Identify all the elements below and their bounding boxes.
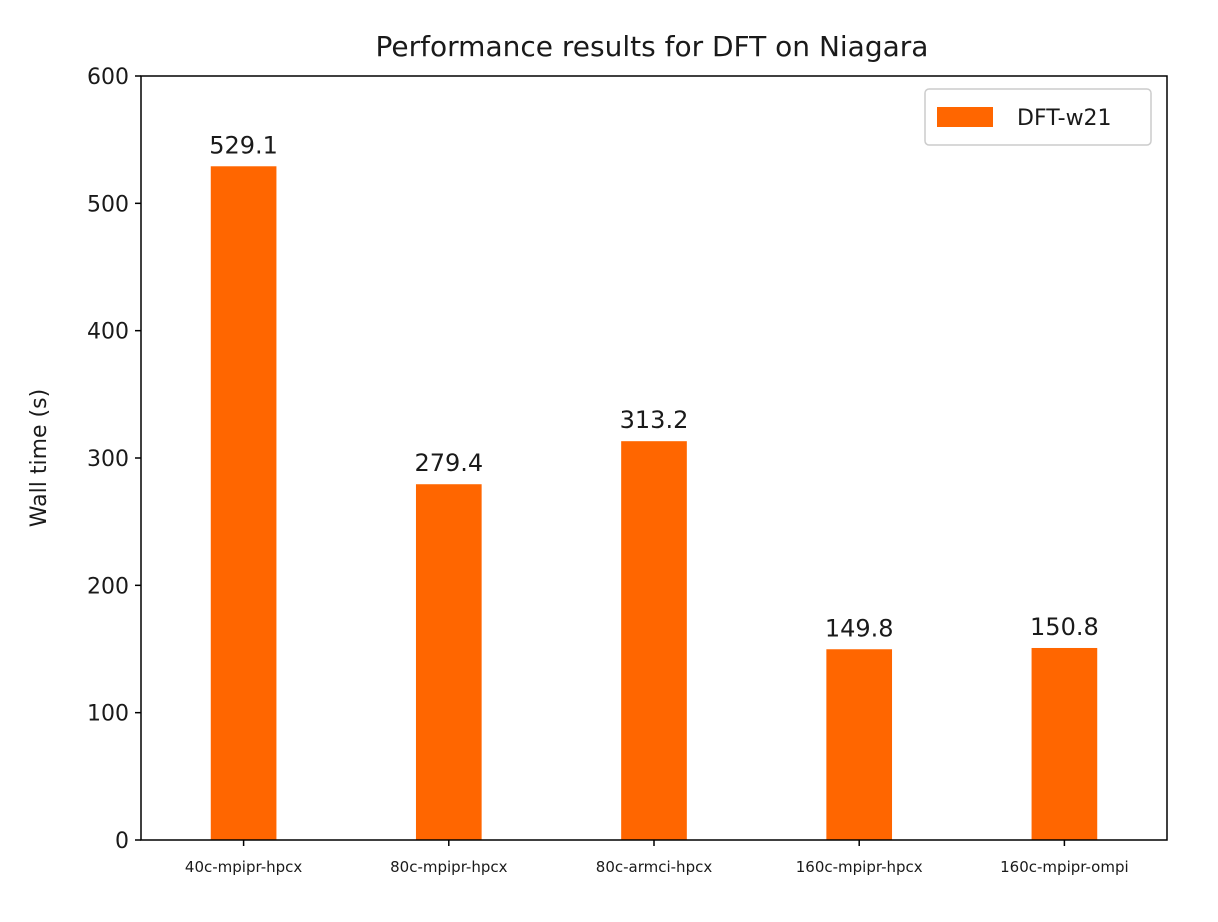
y-tick-label-400: 400	[87, 320, 129, 345]
chart-title: Performance results for DFT on Niagara	[376, 30, 929, 63]
bars-group	[210, 166, 1098, 841]
legend-swatch-dft-w21	[937, 107, 993, 127]
y-tick-label-600: 600	[87, 65, 129, 90]
y-axis-label: Wall time (s)	[27, 389, 52, 527]
data-labels-group: 529.1 279.4 313.2 149.8 150.8	[209, 131, 1099, 642]
legend: DFT-w21	[924, 88, 1152, 146]
x-tick-label-80c-mpipr-hpcx: 80c-mpipr-hpcx	[390, 858, 507, 876]
bar-40c-mpipr-hpcx	[210, 166, 277, 841]
y-tick-label-200: 200	[87, 574, 129, 599]
data-label-80c-armci-hpcx: 313.2	[620, 406, 689, 434]
y-tick-label-100: 100	[87, 702, 129, 727]
data-label-80c-mpipr-hpcx: 279.4	[414, 449, 483, 477]
x-tick-label-160c-mpipr-hpcx: 160c-mpipr-hpcx	[796, 858, 923, 876]
x-tick-label-40c-mpipr-hpcx: 40c-mpipr-hpcx	[185, 858, 302, 876]
y-tick-label-0: 0	[115, 829, 129, 854]
plot-frame	[140, 75, 1168, 841]
data-label-160c-mpipr-hpcx: 149.8	[825, 614, 894, 642]
bar-80c-armci-hpcx	[621, 441, 687, 840]
bar-80c-mpipr-hpcx	[415, 484, 482, 840]
x-axis-ticks: 40c-mpipr-hpcx 80c-mpipr-hpcx 80c-armci-hp…	[185, 840, 1129, 876]
x-tick-label-160c-mpipr-ompi: 160c-mpipr-ompi	[1000, 858, 1129, 876]
data-label-40c-mpipr-hpcx: 529.1	[209, 131, 278, 159]
legend-label-dft-w21: DFT-w21	[1017, 106, 1112, 131]
y-axis-ticks: 0 100 200 300 400 500 600	[87, 65, 141, 854]
bar-160c-mpipr-ompi	[1031, 647, 1098, 840]
bar-160c-mpipr-hpcx	[826, 649, 893, 840]
x-tick-label-80c-armci-hpcx: 80c-armci-hpcx	[596, 858, 713, 876]
y-tick-label-300: 300	[87, 447, 129, 472]
y-tick-label-500: 500	[87, 192, 129, 217]
data-label-160c-mpipr-ompi: 150.8	[1030, 613, 1099, 641]
legend-box	[924, 88, 1152, 146]
